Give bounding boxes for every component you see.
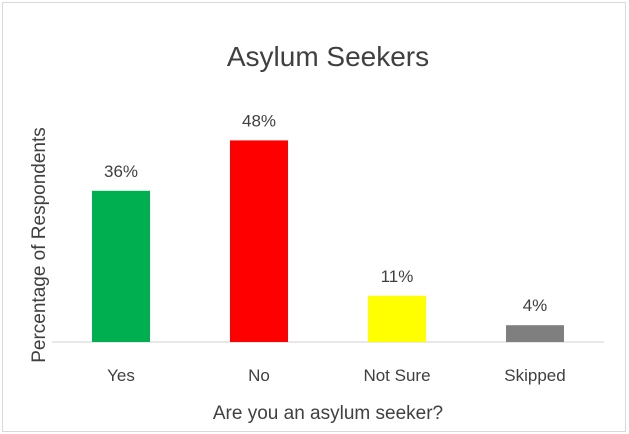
data-label-no: 48% bbox=[242, 111, 276, 130]
bar-no bbox=[230, 140, 288, 342]
data-label-yes: 36% bbox=[104, 162, 138, 181]
data-label-not-sure: 11% bbox=[381, 267, 414, 286]
x-tick-label-no: No bbox=[248, 366, 270, 385]
y-axis-title: Percentage of Respondents bbox=[29, 127, 50, 363]
chart-title: Asylum Seekers bbox=[227, 41, 429, 72]
bar-yes bbox=[92, 190, 150, 342]
x-tick-label-not-sure: Not Sure bbox=[363, 366, 430, 385]
bar-skipped bbox=[506, 325, 564, 342]
x-axis-title: Are you an asylum seeker? bbox=[213, 403, 443, 424]
x-tick-labels-layer: Yes No Not Sure Skipped bbox=[107, 366, 566, 385]
bars-layer bbox=[92, 140, 564, 342]
data-label-skipped: 4% bbox=[523, 296, 548, 315]
x-tick-label-skipped: Skipped bbox=[504, 366, 565, 385]
bar-not-sure bbox=[368, 295, 426, 342]
x-tick-label-yes: Yes bbox=[107, 366, 135, 385]
data-labels-layer: 36% 48% 11% 4% bbox=[104, 111, 547, 315]
